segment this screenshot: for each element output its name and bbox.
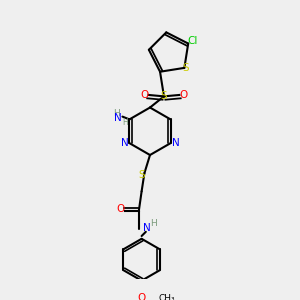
Text: S: S bbox=[139, 169, 146, 180]
Text: N: N bbox=[172, 138, 179, 148]
Text: H: H bbox=[122, 118, 128, 127]
Text: O: O bbox=[116, 205, 125, 214]
Text: CH₃: CH₃ bbox=[158, 294, 175, 300]
Text: O: O bbox=[137, 293, 146, 300]
Text: H: H bbox=[113, 109, 120, 118]
Text: S: S bbox=[182, 63, 189, 73]
Text: O: O bbox=[140, 90, 148, 100]
Text: O: O bbox=[179, 90, 188, 100]
Text: Cl: Cl bbox=[187, 36, 198, 46]
Text: H: H bbox=[150, 220, 157, 229]
Text: S: S bbox=[161, 92, 167, 101]
Text: N: N bbox=[121, 138, 128, 148]
Text: N: N bbox=[143, 223, 151, 232]
Text: N: N bbox=[114, 113, 122, 123]
